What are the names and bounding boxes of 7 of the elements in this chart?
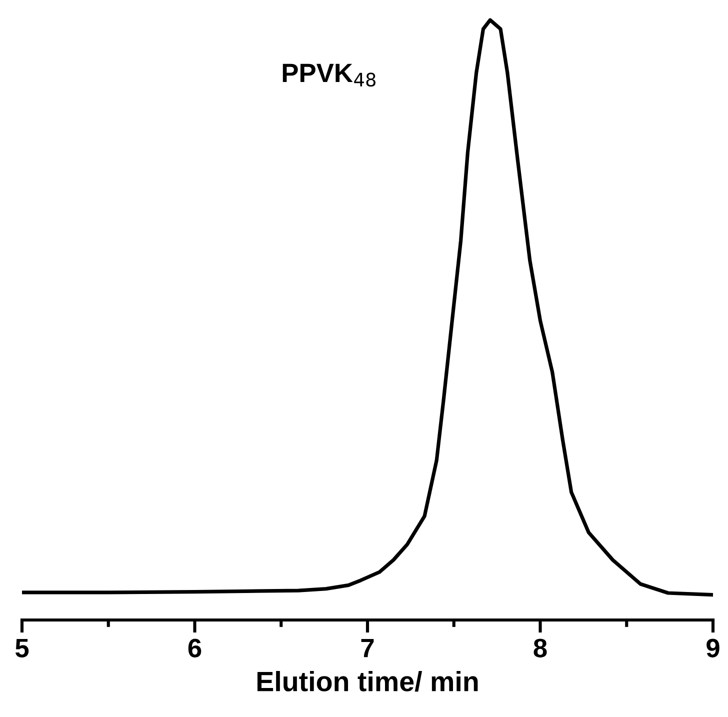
x-tick-label: 6 (188, 638, 202, 658)
x-tick-label: 9 (706, 638, 720, 658)
x-tick-label: 8 (534, 638, 547, 658)
x-tick-label: 5 (15, 639, 29, 658)
annotation: PPVK$_{48}$ (282, 64, 376, 87)
x-tick-label: 7 (361, 639, 374, 658)
x-axis-title: Elution time/ min (257, 670, 478, 692)
